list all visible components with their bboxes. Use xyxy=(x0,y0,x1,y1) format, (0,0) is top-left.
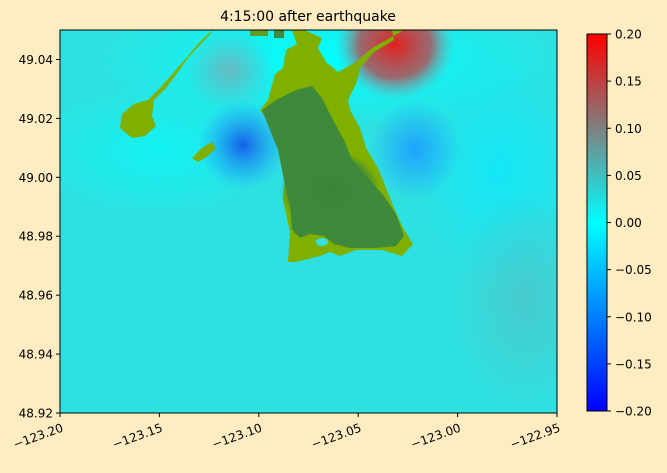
colorbar-tick-label: −0.20 xyxy=(615,405,652,419)
x-tick-label: −122.95 xyxy=(508,421,562,452)
colorbar-tick-label: 0.20 xyxy=(615,28,642,42)
x-axis-ticks: −123.20 −123.15 −123.10 −123.05 −123.00 −122.… xyxy=(11,413,562,452)
land-fleck-2 xyxy=(250,30,268,36)
colorbar-tick-label: −0.05 xyxy=(615,263,652,277)
x-tick-label: −123.20 xyxy=(11,421,65,452)
colorbar xyxy=(587,34,607,411)
depression-blue-east xyxy=(370,100,460,200)
chart-title: 4:15:00 after earthquake xyxy=(220,9,396,25)
x-tick-label: −123.00 xyxy=(409,421,463,452)
y-tick-label: 48.96 xyxy=(19,289,53,303)
colorbar-tick-label: 0.00 xyxy=(615,216,642,230)
colorbar-tick-label: 0.15 xyxy=(615,75,642,89)
x-tick-label: −123.05 xyxy=(310,421,364,452)
y-tick-label: 49.02 xyxy=(19,112,53,126)
colorbar-ticks: −0.20 −0.15 −0.10 −0.05 0.00 0.05 0.10 0.15 0.20 xyxy=(607,28,652,419)
x-tick-label: −123.10 xyxy=(210,421,264,452)
colorbar-tick-label: 0.10 xyxy=(615,122,642,136)
land-fleck-1 xyxy=(274,30,284,38)
plot-area xyxy=(60,30,557,413)
spit-landmass xyxy=(120,30,214,138)
x-tick-label: −123.15 xyxy=(111,421,165,452)
colorbar-tick-label: −0.15 xyxy=(615,357,652,371)
peak-red-northeast xyxy=(335,30,455,100)
depression-blue-west xyxy=(198,100,288,190)
y-tick-label: 49.00 xyxy=(19,171,53,185)
y-axis-ticks: 48.92 48.94 48.96 48.98 49.00 49.02 49.04 xyxy=(19,53,60,421)
y-tick-label: 48.94 xyxy=(19,348,53,362)
teal-patch-east xyxy=(455,190,557,410)
colorbar-tick-label: −0.10 xyxy=(615,310,652,324)
y-tick-label: 48.92 xyxy=(19,407,53,421)
y-tick-label: 48.98 xyxy=(19,230,53,244)
inland-pond xyxy=(316,238,328,246)
y-tick-label: 49.04 xyxy=(19,53,53,67)
grey-patch-northwest xyxy=(185,30,275,110)
wet-land-core xyxy=(280,150,380,230)
small-island xyxy=(192,142,216,162)
plot-frame xyxy=(59,29,558,414)
colorbar-tick-label: 0.05 xyxy=(615,169,642,183)
